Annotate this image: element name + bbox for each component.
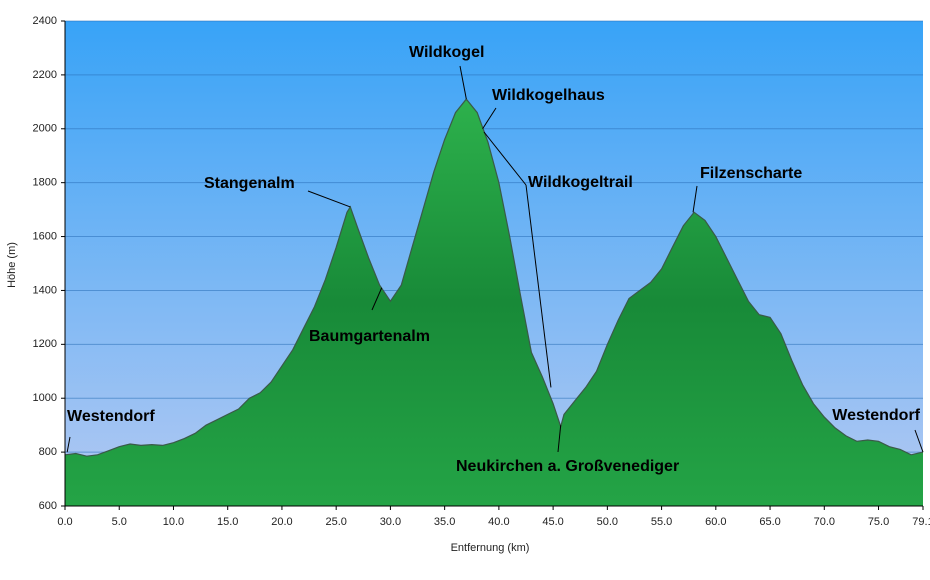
annotation: Westendorf xyxy=(67,408,155,425)
x-tick-label: 55.0 xyxy=(651,516,672,528)
annotation: Filzenscharte xyxy=(700,165,802,182)
x-tick-label: 65.0 xyxy=(759,516,780,528)
annotation-leader xyxy=(692,185,698,213)
x-tick-label: 40.0 xyxy=(488,516,509,528)
x-tick-label: 15.0 xyxy=(217,516,238,528)
annotation: Stangenalm xyxy=(204,175,295,192)
y-tick-label: 600 xyxy=(39,500,57,512)
x-tick-label: 10.0 xyxy=(163,516,184,528)
annotation-leader xyxy=(525,184,552,388)
annotation: Baumgartenalm xyxy=(309,328,430,345)
x-tick-label: 79.1 xyxy=(912,516,930,528)
annotation-leader xyxy=(307,190,351,208)
profile-line xyxy=(64,98,924,457)
x-tick-label: 30.0 xyxy=(380,516,401,528)
annotation-leader xyxy=(482,107,497,130)
x-tick-label: 75.0 xyxy=(868,516,889,528)
annotation-leader xyxy=(483,131,527,186)
x-tick-label: 20.0 xyxy=(271,516,292,528)
x-tick-label: 50.0 xyxy=(597,516,618,528)
annotation-leader xyxy=(66,436,71,453)
annotation: Westendorf xyxy=(832,407,920,424)
y-tick-label: 1000 xyxy=(33,392,57,404)
y-tick-label: 2000 xyxy=(33,123,57,135)
x-tick-label: 45.0 xyxy=(542,516,563,528)
x-tick-label: 0.0 xyxy=(57,516,72,528)
annotation: Wildkogelhaus xyxy=(492,87,605,104)
annotation: Wildkogeltrail xyxy=(528,174,633,191)
y-tick-label: 1600 xyxy=(33,230,57,242)
y-tick-label: 1800 xyxy=(33,177,57,189)
x-tick-label: 70.0 xyxy=(814,516,835,528)
annotation: Wildkogel xyxy=(409,44,484,61)
y-tick-label: 2400 xyxy=(33,15,57,27)
annotation: Neukirchen a. Großvenediger xyxy=(456,458,679,475)
annotation-leader xyxy=(371,287,383,311)
y-tick-label: 1400 xyxy=(33,284,57,296)
x-tick-label: 25.0 xyxy=(325,516,346,528)
y-tick-label: 1200 xyxy=(33,338,57,350)
y-axis-label: Höhe (m) xyxy=(6,242,18,288)
annotation-leader xyxy=(914,429,924,453)
annotation-leader xyxy=(459,65,467,100)
area-fill xyxy=(65,99,923,506)
y-tick-label: 800 xyxy=(39,446,57,458)
x-tick-label: 35.0 xyxy=(434,516,455,528)
y-tick-label: 2200 xyxy=(33,69,57,81)
x-axis-label: Entfernung (km) xyxy=(451,542,530,554)
x-tick-label: 5.0 xyxy=(112,516,127,528)
annotation-leader xyxy=(557,425,562,453)
x-tick-label: 60.0 xyxy=(705,516,726,528)
